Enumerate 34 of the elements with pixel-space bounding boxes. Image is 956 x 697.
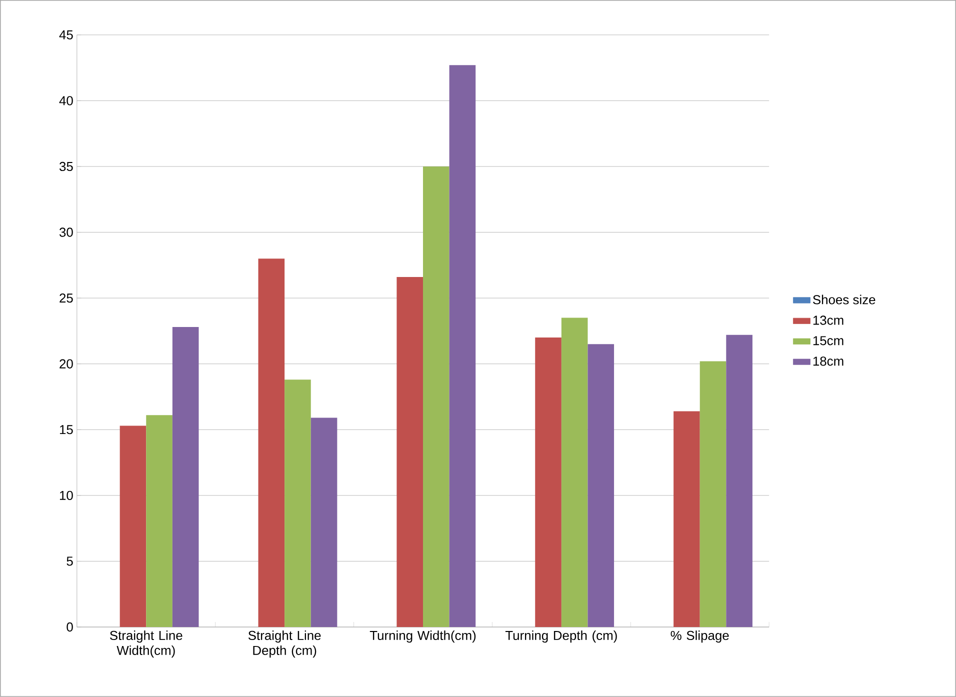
bar: [535, 338, 562, 628]
y-tick-label: 45: [59, 30, 73, 40]
x-tick-label: Straight Line Width(cm): [110, 630, 182, 658]
x-tick-label: Turning Depth (cm): [505, 630, 617, 643]
y-tick-label: 0: [66, 622, 73, 632]
legend-label: 13cm: [813, 316, 844, 325]
bar: [422, 166, 450, 628]
y-tick-label: 5: [66, 556, 73, 566]
bar: [172, 327, 199, 628]
y-tick-label: 35: [59, 162, 73, 172]
x-tick-label: Straight Line Depth (cm): [248, 630, 321, 658]
bar: [258, 258, 285, 628]
legend-label: Shoes size: [813, 294, 876, 304]
x-tick-label: Turning Width(cm): [370, 630, 476, 643]
bar: [310, 418, 338, 628]
y-tick-label: 20: [60, 359, 73, 368]
bar: [726, 334, 752, 628]
bar: [284, 380, 311, 628]
bar: [674, 411, 700, 628]
y-tick-label: 30: [59, 228, 73, 237]
bar: [449, 65, 476, 628]
bar: [146, 415, 172, 628]
bar: [588, 344, 614, 628]
x-tick-label: % Slipage: [670, 630, 729, 643]
y-tick-label: 25: [60, 294, 73, 303]
legend-label: 18cm: [813, 356, 844, 366]
bar: [396, 277, 423, 628]
bar: [120, 426, 146, 628]
legend-label: 15cm: [813, 336, 844, 346]
bar: [700, 361, 726, 628]
y-tick-label: 40: [59, 96, 73, 106]
bar: [561, 318, 588, 628]
y-tick-label: 10: [60, 490, 73, 500]
y-tick-label: 15: [60, 425, 73, 434]
